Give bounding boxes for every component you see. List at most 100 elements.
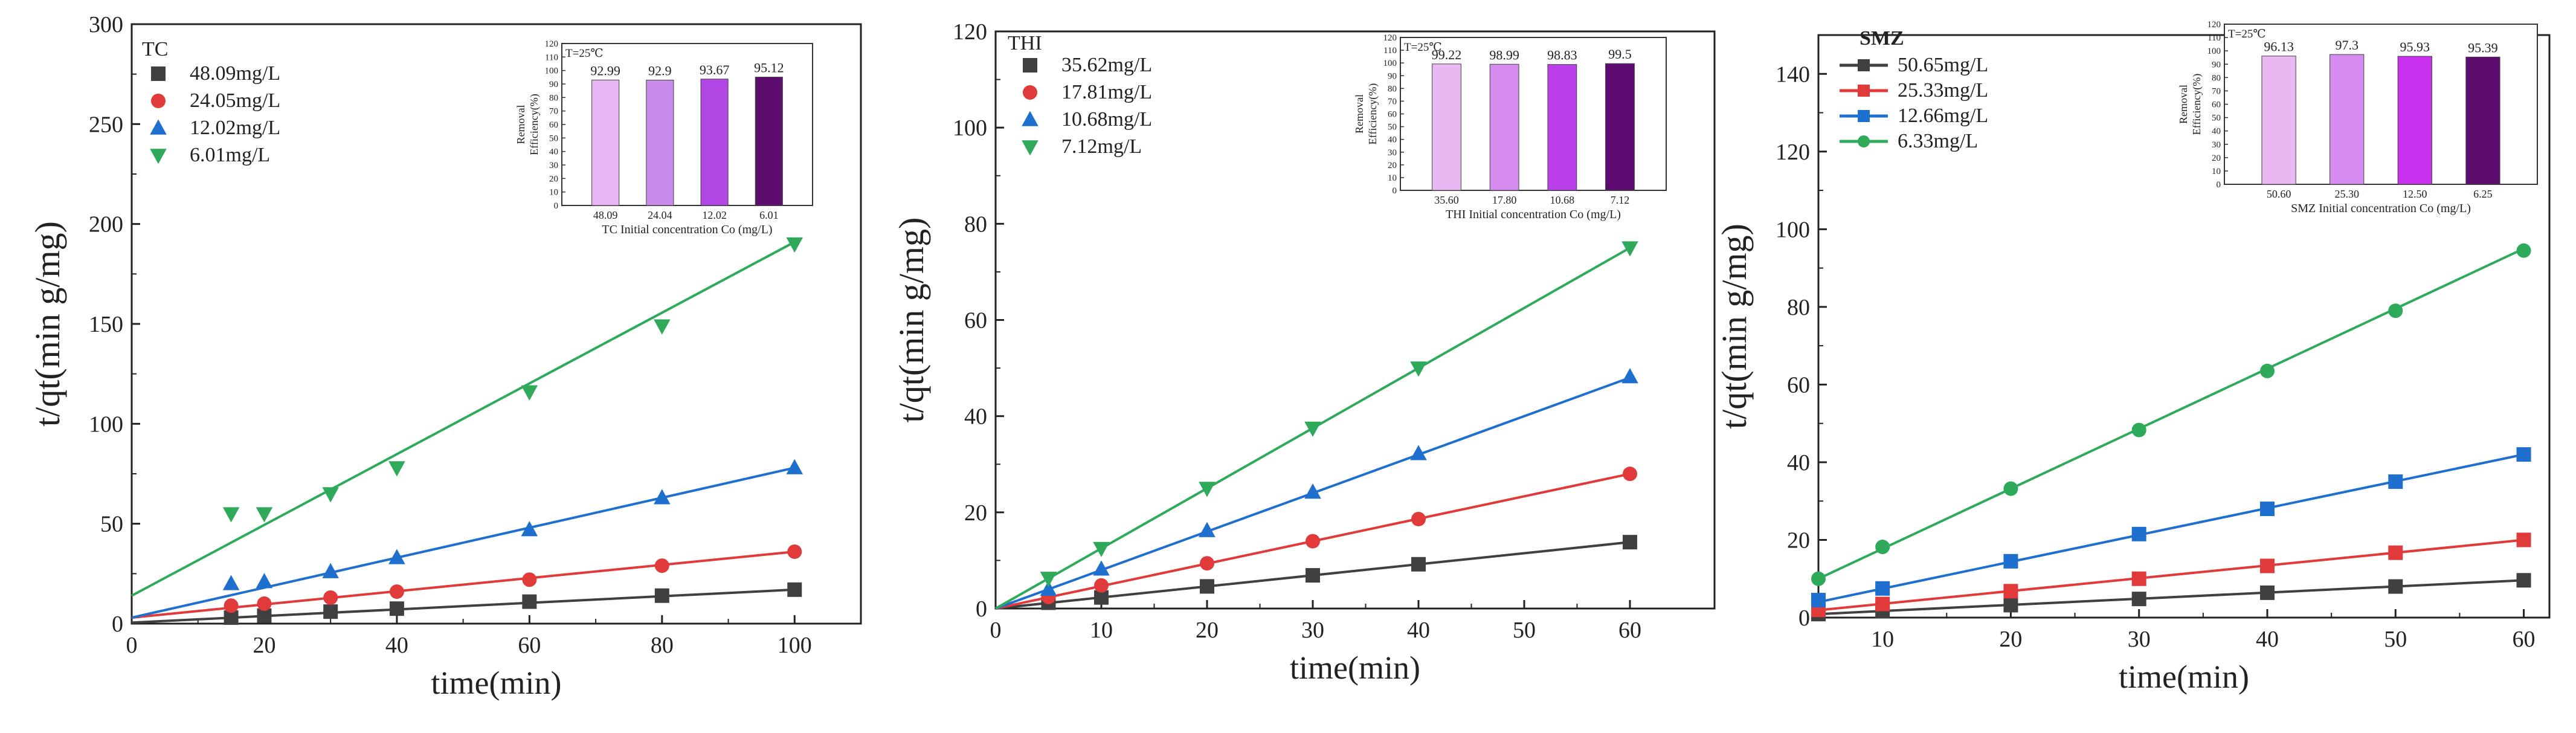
tc-fit-line — [131, 467, 795, 619]
smz-inset-bar-value: 95.39 — [2468, 40, 2498, 55]
smz-fit-line — [1818, 538, 2524, 612]
smz-x-tick-label: 40 — [2256, 627, 2279, 652]
thi-data-point — [1040, 580, 1057, 596]
thi-legend-label: 10.68mg/L — [1061, 108, 1152, 131]
tc-y-tick-label: 150 — [89, 312, 123, 337]
tc-inset-y-tick-label: 110 — [545, 53, 558, 62]
tc-data-point — [322, 563, 339, 578]
tc-data-point — [522, 594, 537, 609]
tc-inset-y-tick-label: 50 — [549, 134, 558, 143]
smz-data-point — [2388, 579, 2403, 594]
thi-x-tick-label: 20 — [1196, 618, 1219, 643]
smz-x-axis-label: time(min) — [2119, 659, 2249, 695]
tc-y-tick-label: 50 — [100, 512, 123, 537]
thi-data-point — [1040, 572, 1057, 587]
tc-inset-y-tick-label: 10 — [549, 188, 558, 198]
tc-y-tick-label: 0 — [112, 612, 123, 637]
smz-legend-marker — [1858, 59, 1870, 71]
tc-data-point — [389, 601, 404, 616]
thi-x-axis-label: time(min) — [1290, 650, 1420, 686]
smz-data-point — [2259, 585, 2275, 600]
smz-x-tick-label: 30 — [2128, 627, 2151, 652]
thi-x-tick-label: 0 — [990, 618, 1002, 643]
tc-x-tick-label: 80 — [651, 633, 674, 658]
tc-legend-marker — [150, 149, 167, 164]
tc-inset-bar-value: 92.99 — [590, 63, 620, 78]
tc-panel: 0 20 40 60 80 100050100150200250300time(min)t… — [28, 12, 862, 701]
smz-panel-title: SMZ — [1860, 27, 1904, 50]
tc-inset-category-label: 12.02 — [702, 209, 727, 221]
thi-inset-y-tick-label: 120 — [1383, 33, 1397, 43]
tc-y-tick-label: 300 — [89, 12, 123, 37]
thi-inset-y-tick-label: 30 — [1388, 148, 1397, 158]
smz-x-tick-label: 60 — [2513, 627, 2536, 652]
thi-inset-y-tick-label: 10 — [1388, 173, 1397, 183]
smz-series-0 — [1811, 573, 2531, 622]
smz-data-point — [2259, 502, 2275, 517]
thi-data-point — [1304, 483, 1321, 499]
smz-data-point — [2259, 558, 2275, 573]
thi-data-point — [1199, 482, 1216, 497]
tc-inset-y-tick-label: 120 — [545, 39, 559, 49]
smz-data-point — [2388, 303, 2403, 318]
smz-inset-bar-chart: 0 10 20 30 40 50 60 70 80 90 100 110 120 96.13 50.60 97… — [2177, 20, 2538, 215]
thi-inset-y-tick-label: 70 — [1388, 97, 1397, 106]
thi-data-point — [1093, 541, 1110, 557]
thi-series-0 — [995, 535, 1637, 610]
thi-y-tick-label: 40 — [964, 404, 987, 430]
smz-y-tick-label: 60 — [1787, 372, 1810, 398]
thi-y-tick-label: 0 — [976, 596, 987, 622]
smz-inset-y-tick-label: 110 — [2207, 33, 2221, 43]
tc-data-point — [521, 521, 538, 537]
tc-x-tick-label: 0 — [126, 633, 138, 658]
tc-inset-y-label-line2: Efficiency(%) — [528, 94, 541, 155]
smz-y-tick-label: 40 — [1787, 450, 1810, 476]
tc-fit-line — [131, 241, 796, 597]
tc-x-axis-label: time(min) — [431, 665, 562, 701]
thi-panel: 0 10 20 30 40 50 60020406080100120time(min)t/q… — [892, 19, 1716, 686]
thi-inset-bar — [1489, 63, 1519, 191]
smz-data-point — [2388, 545, 2403, 560]
tc-inset-y-tick-label: 20 — [549, 174, 558, 184]
thi-inset-bar-value: 98.83 — [1547, 48, 1577, 63]
thi-data-point — [1621, 241, 1638, 257]
smz-x-tick-label: 50 — [2384, 627, 2407, 652]
tc-data-point — [389, 584, 404, 599]
thi-legend-marker — [1022, 111, 1038, 126]
tc-inset-temperature: T=25℃ — [565, 47, 604, 60]
tc-legend-marker — [151, 94, 166, 108]
smz-data-point — [2516, 532, 2531, 547]
smz-inset-bar-value: 95.93 — [2400, 39, 2430, 54]
smz-y-tick-label: 140 — [1776, 62, 1810, 87]
tc-inset-bar-value: 95.12 — [754, 60, 784, 76]
tc-x-tick-label: 40 — [385, 633, 408, 658]
thi-inset-x-axis-label: THI Initial concentration Co (mg/L) — [1446, 208, 1621, 221]
thi-legend-marker — [1022, 140, 1038, 156]
tc-data-point — [322, 487, 339, 503]
tc-data-point — [222, 575, 240, 590]
thi-inset-bar — [1432, 63, 1461, 191]
smz-data-point — [2003, 481, 2018, 496]
thi-x-tick-label: 30 — [1301, 618, 1324, 643]
smz-inset-y-tick-label: 40 — [2212, 127, 2221, 137]
smz-data-point — [2516, 243, 2531, 258]
tc-data-point — [786, 459, 803, 474]
thi-panel-title: THI — [1008, 32, 1042, 54]
thi-inset-y-tick-label: 90 — [1388, 71, 1397, 81]
smz-data-point — [2516, 573, 2531, 588]
tc-data-point — [787, 582, 802, 597]
thi-inset-y-tick-label: 100 — [1383, 59, 1397, 68]
smz-series-3 — [1811, 243, 2531, 586]
tc-data-point — [388, 461, 405, 477]
tc-inset-y-tick-label: 90 — [549, 80, 558, 89]
thi-y-tick-label: 60 — [964, 308, 987, 334]
thi-inset-y-tick-label: 0 — [1393, 186, 1397, 196]
smz-data-point — [2516, 447, 2531, 462]
thi-inset-category-label: 17.80 — [1492, 194, 1517, 206]
thi-data-point — [1623, 467, 1637, 482]
thi-y-tick-label: 120 — [953, 19, 987, 45]
smz-fit-line — [1818, 453, 2524, 604]
tc-legend-marker — [150, 119, 167, 135]
